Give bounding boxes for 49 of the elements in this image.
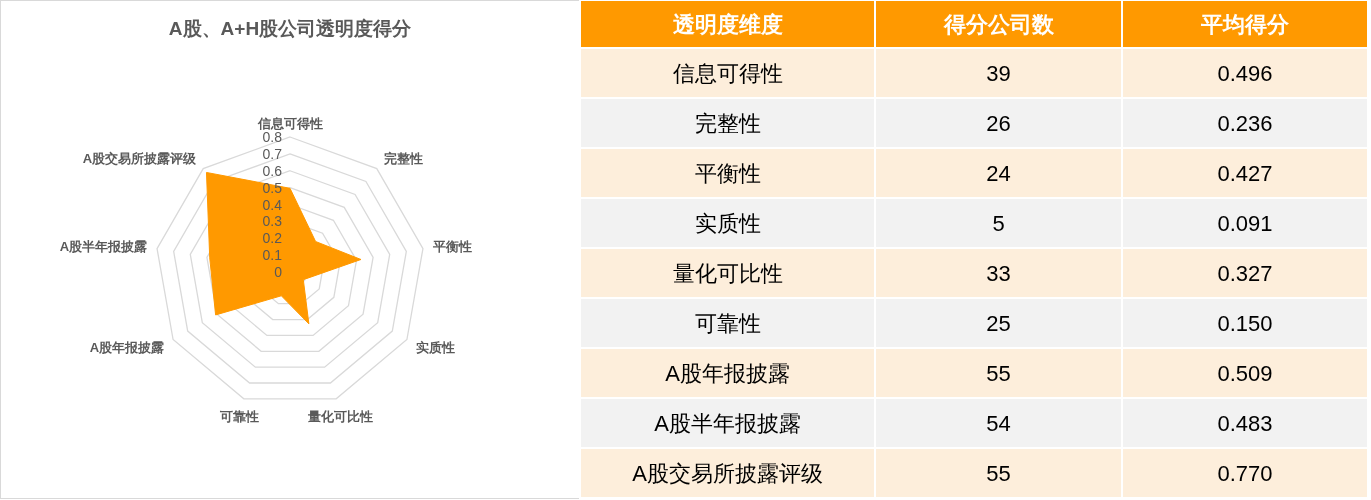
data-label: 0.091 xyxy=(1217,211,1273,236)
spoke-label: A股交易所披露评级 xyxy=(82,150,198,166)
data-label: 55 xyxy=(986,361,1011,386)
y-tick-label: 0.6 xyxy=(262,162,283,179)
data-label: 0.236 xyxy=(1217,111,1273,136)
data-label: 26 xyxy=(986,111,1011,136)
y-tick-label: 0 xyxy=(274,264,283,280)
data-label: 0.150 xyxy=(1217,311,1273,336)
y-tick-label: 0.4 xyxy=(262,196,283,213)
data-label: 0.483 xyxy=(1217,411,1273,436)
category-label: A股半年报披露 xyxy=(654,411,801,436)
y-tick-label: 0.7 xyxy=(262,145,283,162)
y-tick-label: 0.8 xyxy=(262,129,283,145)
y-tick-label: 0.3 xyxy=(262,213,283,230)
series-label: 得分公司数 xyxy=(942,12,1055,37)
data-label: 55 xyxy=(986,461,1011,486)
spoke-label: 量化可比性 xyxy=(306,409,373,425)
category-label: 平衡性 xyxy=(694,161,761,186)
data-label: 0.327 xyxy=(1217,261,1273,286)
spoke-label: A股年报披露 xyxy=(89,339,165,355)
data-label: 5 xyxy=(992,211,1005,236)
data-label: 33 xyxy=(986,261,1011,286)
data-label: 0.770 xyxy=(1217,461,1273,486)
category-label: 完整性 xyxy=(694,111,761,136)
data-label: 25 xyxy=(986,311,1011,336)
data-label: 54 xyxy=(986,411,1011,436)
spoke-label: 可靠性 xyxy=(219,409,260,425)
spoke-label: 平衡性 xyxy=(431,239,472,255)
y-tick-label: 0.5 xyxy=(262,179,283,196)
category-label: 信息可得性 xyxy=(672,61,783,86)
data-label: 0.496 xyxy=(1217,61,1273,86)
y-tick-label: 0.1 xyxy=(262,247,283,264)
spoke-label: 实质性 xyxy=(415,339,455,355)
series-label: 平均得分 xyxy=(1200,12,1290,37)
category-label: 实质性 xyxy=(694,211,761,236)
spoke-label: 完整性 xyxy=(383,150,423,166)
chart-title: A股、A+H股公司透明度得分 xyxy=(168,18,413,39)
data-label: 39 xyxy=(986,61,1011,86)
spoke-label: A股半年报披露 xyxy=(59,239,148,255)
category-label: A股年报披露 xyxy=(665,361,790,386)
category-label: 可靠性 xyxy=(694,311,761,336)
data-label: 0.427 xyxy=(1217,161,1273,186)
y-tick-label: 0.2 xyxy=(262,230,283,247)
category-label: A股交易所披露评级 xyxy=(632,461,823,486)
text: 透明度维度 xyxy=(672,12,783,37)
data-label: 24 xyxy=(986,161,1011,186)
category-label: 量化可比性 xyxy=(672,261,783,286)
data-label: 0.509 xyxy=(1217,361,1273,386)
spoke-label: 信息可得性 xyxy=(256,116,323,131)
